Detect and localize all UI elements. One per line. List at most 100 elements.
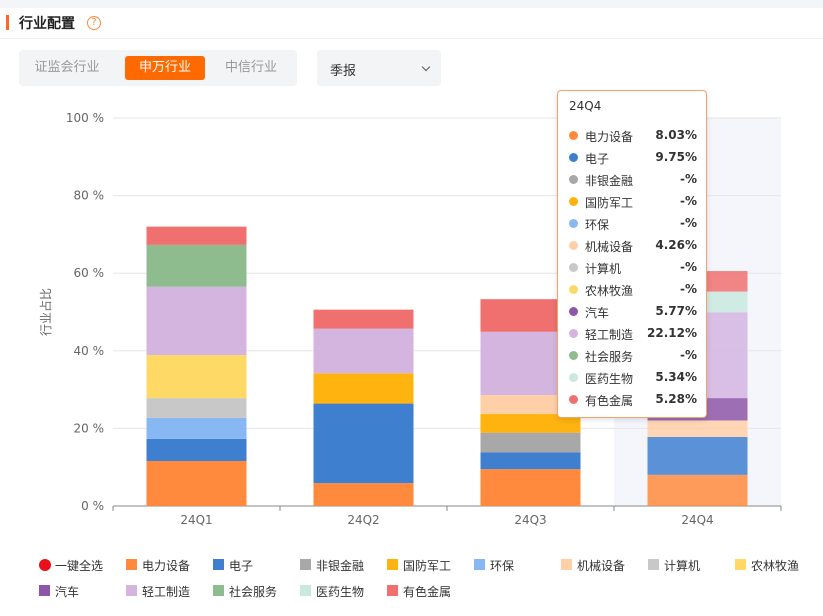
x-tick-label: 24Q3 — [514, 513, 546, 527]
y-tick-label: 100 % — [66, 111, 104, 125]
legend-swatch — [300, 559, 311, 570]
bar-segment — [313, 483, 414, 506]
legend-label: 计算机 — [664, 559, 701, 573]
legend-swatch — [39, 585, 50, 596]
tooltip-row: 农林牧渔 -% — [569, 280, 697, 302]
legend-label: 医药生物 — [316, 585, 365, 599]
tab-csrc-industry[interactable]: 证监会行业 — [34, 60, 100, 75]
tooltip-series-value: 4.26% — [655, 238, 697, 252]
tooltip-series-value: 9.75% — [655, 150, 697, 164]
tooltip-row: 电力设备 8.03% — [569, 126, 697, 148]
bar-segment — [647, 420, 748, 438]
y-tick-label: 40 % — [74, 344, 105, 358]
tooltip-series-dot — [569, 329, 578, 338]
tooltip-row: 电子 9.75% — [569, 148, 697, 170]
tooltip-series-name: 社会服务 — [585, 350, 634, 364]
tooltip-row: 国防军工 -% — [569, 192, 697, 214]
tooltip-series-name: 环保 — [585, 218, 610, 232]
tooltip-series-dot — [569, 307, 578, 316]
bar-segment — [480, 395, 581, 415]
tooltip-series-name: 电子 — [585, 152, 610, 166]
tooltip-series-name: 计算机 — [585, 262, 622, 276]
tooltip-series-name: 医药生物 — [585, 372, 634, 386]
y-tick-label: 0 % — [81, 499, 104, 513]
tooltip-row: 轻工制造 22.12% — [569, 324, 697, 346]
legend-swatch — [561, 559, 572, 570]
section-title: 行业配置 — [19, 16, 75, 32]
legend-label: 机械设备 — [577, 559, 626, 573]
tooltip-series-value: -% — [679, 260, 697, 274]
bar-segment — [313, 328, 414, 374]
legend-swatch — [126, 559, 137, 570]
period-select[interactable]: 季报 — [317, 50, 441, 86]
tooltip-series-name: 轻工制造 — [585, 328, 634, 342]
tooltip-row: 医药生物 5.34% — [569, 368, 697, 390]
bar-segment — [647, 437, 748, 475]
tooltip-series-name: 有色金属 — [585, 394, 634, 408]
tooltip-series-value: 5.34% — [655, 370, 697, 384]
tooltip-row: 社会服务 -% — [569, 346, 697, 368]
x-tick-label: 24Q4 — [681, 513, 713, 527]
tooltip-series-value: 22.12% — [647, 326, 697, 340]
bar-segment — [146, 398, 247, 418]
bar-segment — [146, 438, 247, 461]
tooltip-series-dot — [569, 241, 578, 250]
tab-sw-industry[interactable]: 申万行业 — [125, 56, 205, 80]
chart-tooltip: 24Q4 电力设备 8.03% 电子 9.75% 非银金融 -% 国防军工 -% 环保 -% 机械设… — [557, 90, 707, 418]
question-circle-icon[interactable]: ? — [87, 16, 101, 30]
tab-citic-industry[interactable]: 中信行业 — [224, 60, 277, 75]
legend-label: 汽车 — [55, 585, 80, 599]
tooltip-series-name: 农林牧渔 — [585, 284, 634, 298]
select-all-dot-icon — [39, 559, 51, 571]
legend-swatch — [387, 585, 398, 596]
tooltip-row: 计算机 -% — [569, 258, 697, 280]
tooltip-series-value: 8.03% — [655, 128, 697, 142]
title-accent-bar — [6, 15, 9, 30]
tooltip-series-dot — [569, 175, 578, 184]
tooltip-series-name: 电力设备 — [585, 130, 634, 144]
tooltip-series-dot — [569, 197, 578, 206]
legend-label: 社会服务 — [229, 585, 278, 599]
legend-label: 有色金属 — [403, 585, 452, 599]
bar-segment — [313, 309, 414, 329]
tooltip-series-dot — [569, 373, 578, 382]
bar-segment — [647, 474, 748, 506]
tooltip-series-value: -% — [679, 282, 697, 296]
industry-standard-tabs: 证监会行业 申万行业 中信行业 — [19, 50, 297, 86]
legend-swatch — [213, 559, 224, 570]
tooltip-series-dot — [569, 219, 578, 228]
legend-label: 非银金融 — [316, 559, 365, 573]
tooltip-series-value: 5.28% — [655, 392, 697, 406]
legend-swatch — [126, 585, 137, 596]
tooltip-series-value: -% — [679, 348, 697, 362]
bar-segment — [146, 417, 247, 439]
tooltip-series-dot — [569, 263, 578, 272]
legend-swatch — [387, 559, 398, 570]
tooltip-row: 环保 -% — [569, 214, 697, 236]
tooltip-row: 非银金融 -% — [569, 170, 697, 192]
tooltip-series-value: -% — [679, 172, 697, 186]
tooltip-series-dot — [569, 153, 578, 162]
y-tick-label: 60 % — [74, 266, 105, 280]
legend-swatch — [213, 585, 224, 596]
legend-swatch — [648, 559, 659, 570]
bar-segment — [146, 355, 247, 399]
tooltip-row: 机械设备 4.26% — [569, 236, 697, 258]
tooltip-series-dot — [569, 395, 578, 404]
legend-swatch — [300, 585, 311, 596]
legend-swatch — [735, 559, 746, 570]
tooltip-series-dot — [569, 285, 578, 294]
bar-segment — [146, 460, 247, 506]
y-axis-label: 行业占比 — [38, 288, 53, 336]
legend-swatch — [474, 559, 485, 570]
legend-label: 轻工制造 — [142, 585, 191, 599]
legend-label: 一键全选 — [55, 559, 104, 573]
tooltip-row: 汽车 5.77% — [569, 302, 697, 324]
x-tick-label: 24Q2 — [347, 513, 379, 527]
tooltip-series-name: 国防军工 — [585, 196, 634, 210]
bar-segment — [480, 414, 581, 433]
tooltip-title: 24Q4 — [569, 99, 602, 113]
bar-segment — [480, 432, 581, 453]
legend-label: 农林牧渔 — [751, 559, 800, 573]
tooltip-series-name: 汽车 — [585, 306, 610, 320]
